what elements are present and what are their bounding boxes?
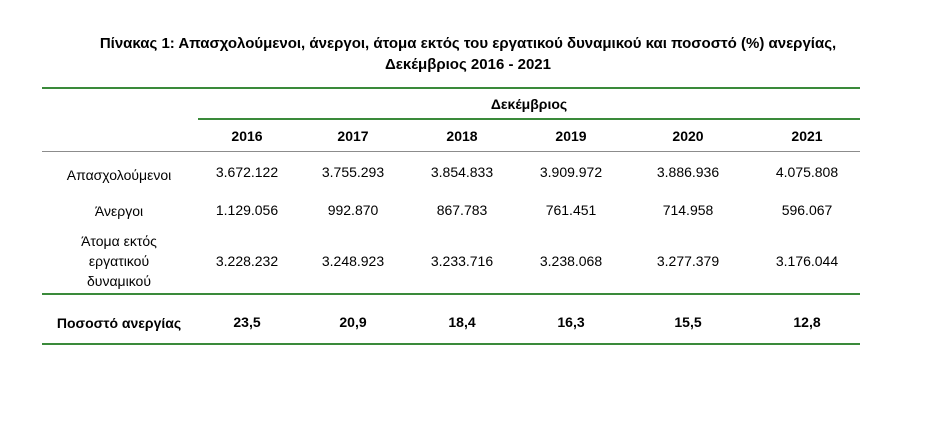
group-header-rule	[198, 118, 860, 120]
row-label-line: Άτομα εκτός	[81, 233, 157, 249]
top-rule	[42, 87, 860, 89]
year-header: 2021	[791, 128, 823, 144]
header-bottom-rule	[42, 151, 860, 152]
group-header-december: Δεκέμβριος	[490, 96, 568, 112]
table-cell: 596.067	[781, 202, 833, 218]
table-cell: 3.248.923	[321, 253, 385, 269]
table-cell: 1.129.056	[215, 202, 279, 218]
table-cell: 3.238.068	[539, 253, 603, 269]
year-header: 2016	[231, 128, 263, 144]
table-cell: 3.233.716	[430, 253, 494, 269]
table-cell: 3.228.232	[215, 253, 279, 269]
year-header: 2019	[555, 128, 587, 144]
year-header: 2018	[446, 128, 478, 144]
year-header: 2020	[672, 128, 704, 144]
table-cell: 992.870	[327, 202, 379, 218]
table-cell: 714.958	[662, 202, 714, 218]
footer-top-rule	[42, 293, 860, 295]
year-header: 2017	[337, 128, 369, 144]
table-cell: 4.075.808	[775, 164, 839, 180]
table-cell: 3.909.972	[539, 164, 603, 180]
row-label-unemployed: Άνεργοι	[94, 203, 144, 219]
table-cell: 3.672.122	[215, 164, 279, 180]
table-cell: 3.755.293	[321, 164, 385, 180]
row-label-line: εργατικού	[88, 253, 150, 269]
row-label-employed: Απασχολούμενοι	[66, 167, 172, 183]
row-label-line: δυναμικού	[87, 273, 151, 289]
rate-cell: 12,8	[793, 314, 821, 330]
title-line-2: Δεκέμβριος 2016 - 2021	[384, 56, 551, 73]
table-cell: 3.277.379	[656, 253, 720, 269]
rate-cell: 15,5	[674, 314, 702, 330]
rate-cell: 20,9	[339, 314, 367, 330]
row-label-unemployment-rate: Ποσοστό ανεργίας	[56, 315, 182, 331]
bottom-rule	[42, 343, 860, 345]
table-cell: 3.886.936	[656, 164, 720, 180]
table-cell: 867.783	[436, 202, 488, 218]
table-title: Πίνακας 1: Απασχολούμενοι, άνεργοι, άτομ…	[0, 33, 936, 75]
rate-cell: 16,3	[557, 314, 585, 330]
row-label-outside-labour-force: Άτομα εκτός εργατικού δυναμικού	[44, 231, 194, 291]
table-cell: 3.854.833	[430, 164, 494, 180]
title-line-1: Πίνακας 1: Απασχολούμενοι, άνεργοι, άτομ…	[99, 35, 837, 52]
rate-cell: 18,4	[448, 314, 476, 330]
rate-cell: 23,5	[233, 314, 261, 330]
table-cell: 761.451	[545, 202, 597, 218]
table-cell: 3.176.044	[775, 253, 839, 269]
